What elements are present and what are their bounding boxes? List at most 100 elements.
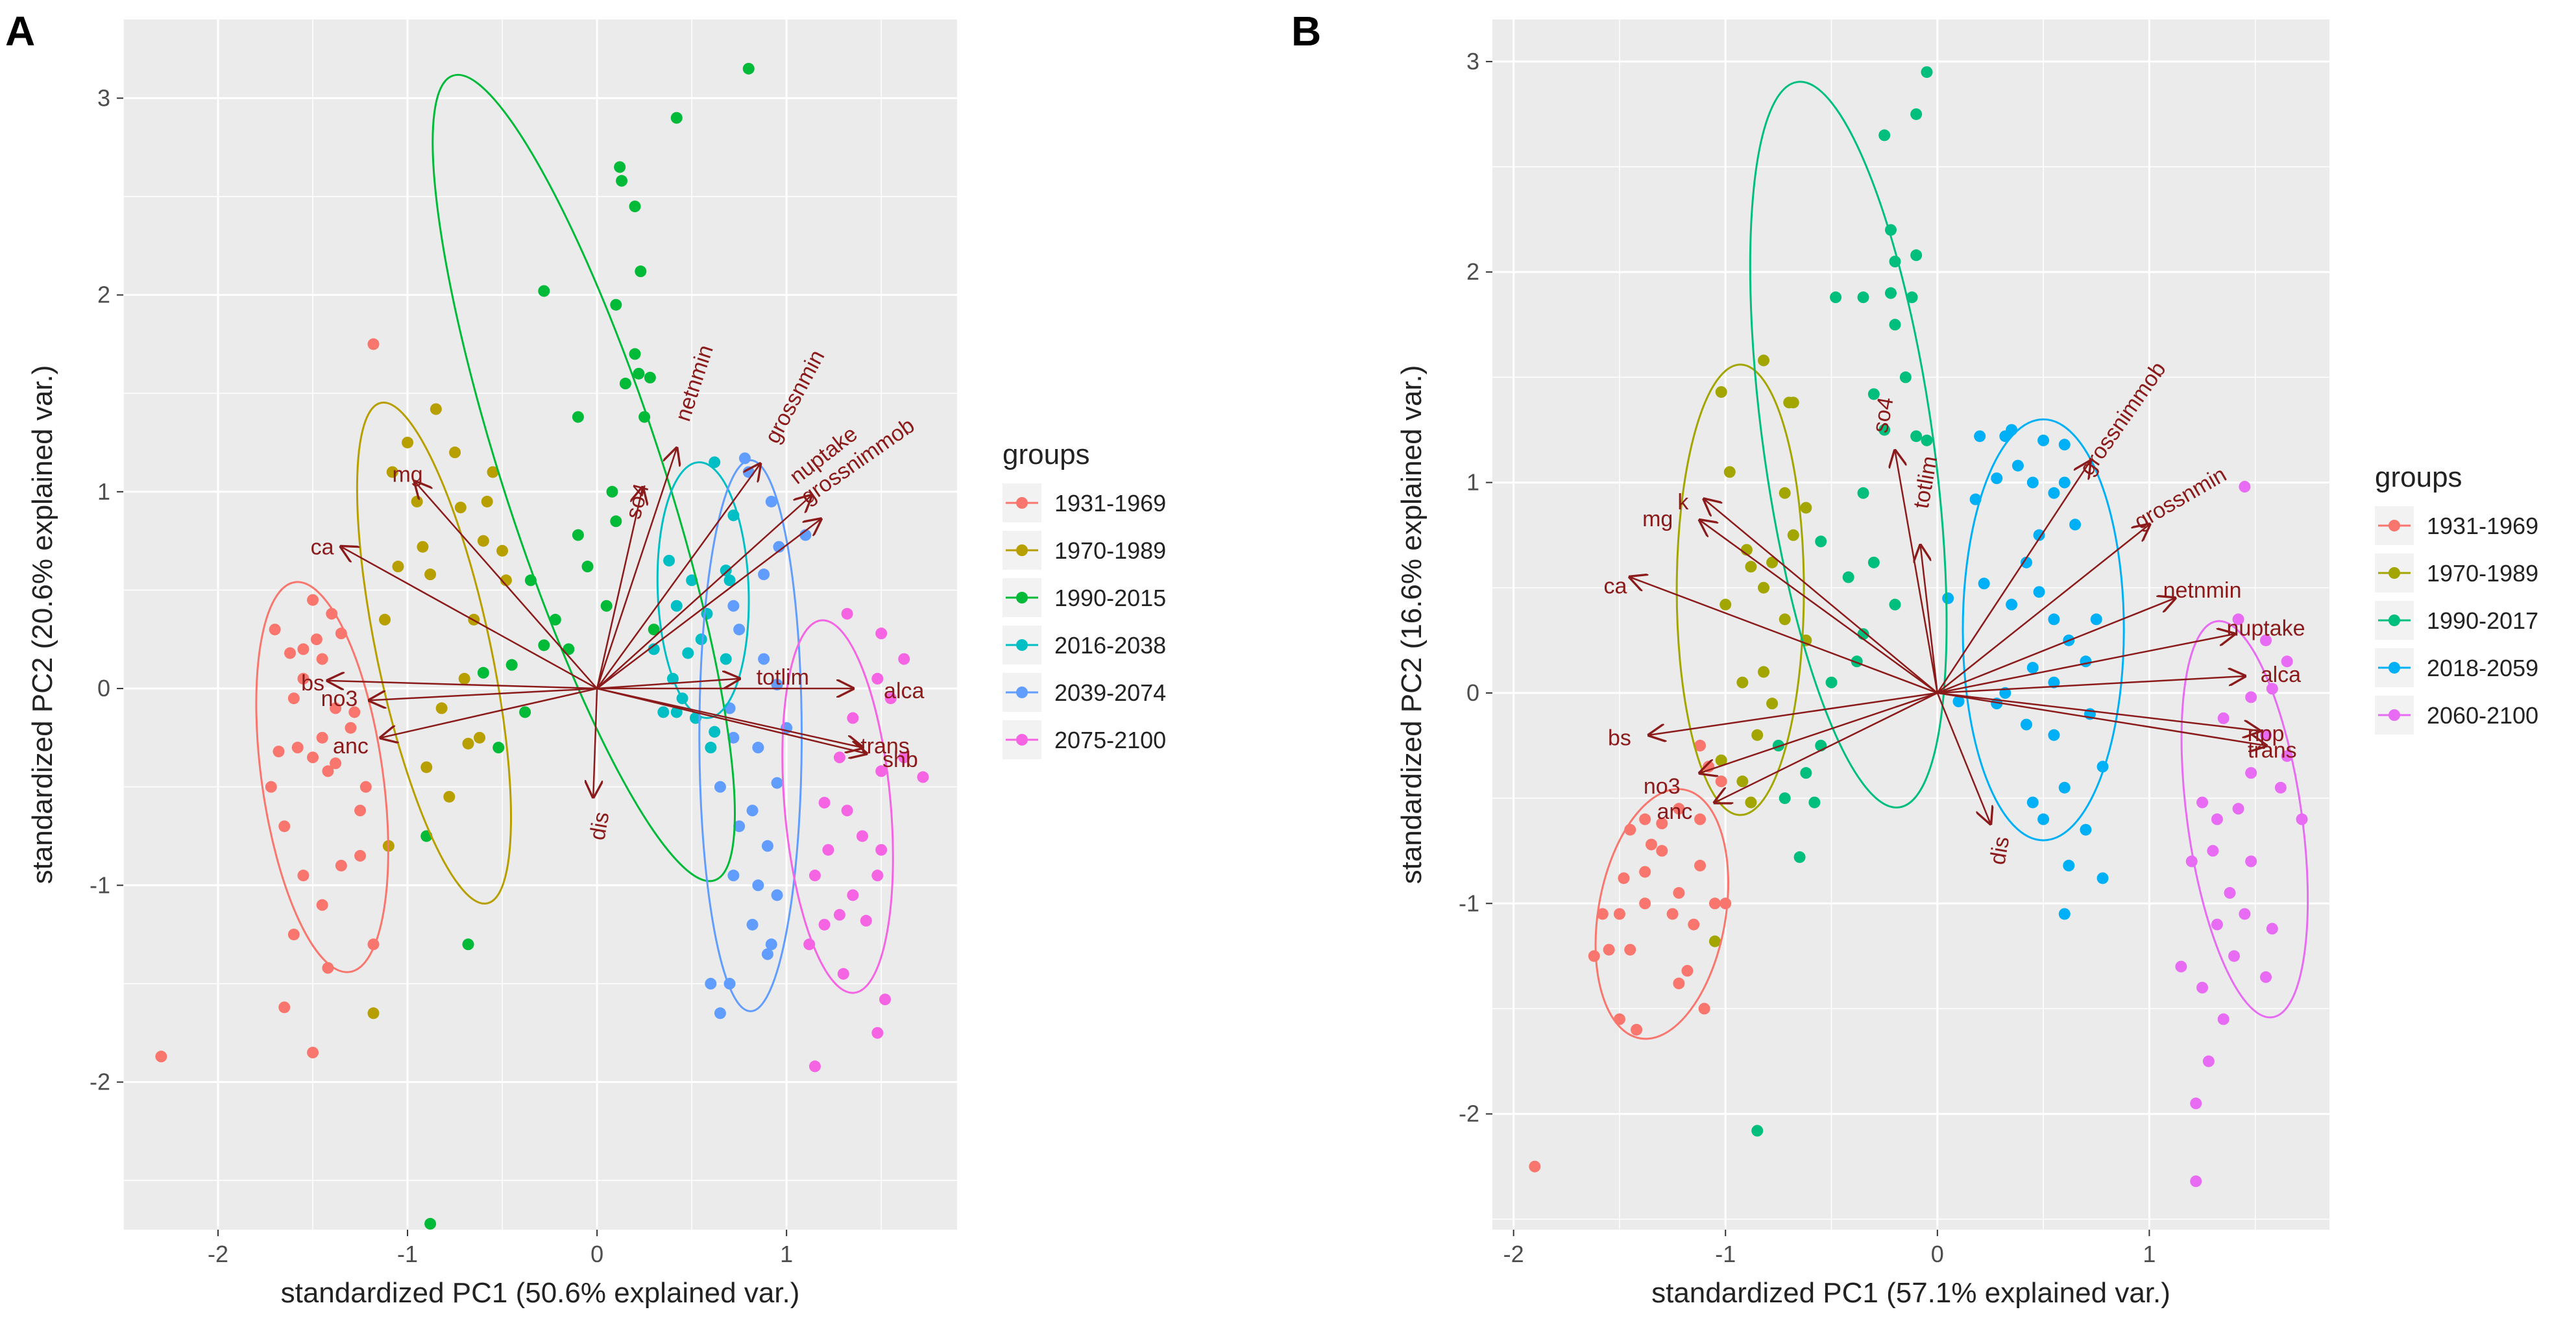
data-point: [1529, 1160, 1541, 1173]
data-point: [1857, 291, 1869, 304]
loading-label: so4: [1868, 395, 1899, 435]
data-point: [619, 378, 631, 390]
data-point: [600, 600, 613, 612]
data-point: [287, 692, 300, 705]
data-point: [833, 751, 845, 764]
x-tick-label: -1: [397, 1241, 418, 1267]
data-point: [629, 201, 641, 213]
data-point: [720, 565, 732, 577]
data-point: [2080, 655, 2092, 668]
data-point: [386, 466, 398, 478]
data-point: [833, 908, 845, 921]
data-point: [379, 613, 391, 626]
data-point: [847, 889, 859, 901]
legend-entry-label: 1970-1989: [1054, 537, 1166, 564]
data-point: [1779, 487, 1791, 499]
data-point: [572, 529, 584, 541]
data-point: [424, 568, 437, 581]
legend-entry-label: 1970-1989: [2427, 560, 2538, 587]
grid: [123, 19, 957, 1230]
data-point: [1758, 666, 1770, 678]
data-point: [538, 285, 550, 297]
data-point: [273, 746, 285, 758]
y-tick-label: 2: [97, 282, 110, 308]
data-point: [1719, 897, 1732, 910]
data-point: [500, 574, 512, 587]
x-tick-label: 1: [2143, 1241, 2156, 1267]
data-point: [487, 466, 499, 478]
loading-arrow: [1705, 500, 1938, 694]
legend: groups 1931-1969 1970-1989 1990-2015 2016-20…: [1002, 439, 1166, 759]
data-point: [818, 796, 831, 809]
data-point: [155, 1051, 167, 1063]
y-tick-label: 3: [1466, 48, 1479, 75]
legend-title: groups: [2375, 461, 2462, 493]
data-point: [822, 844, 834, 856]
data-point: [2232, 803, 2244, 815]
data-point: [367, 1007, 380, 1019]
data-point: [818, 918, 831, 931]
data-point: [1639, 866, 1651, 878]
data-point: [771, 777, 783, 789]
data-point: [424, 1217, 437, 1230]
data-point: [1991, 472, 2003, 485]
y-tick-label: 0: [1466, 679, 1479, 706]
data-point: [1624, 944, 1636, 956]
data-point: [614, 161, 626, 173]
data-point: [265, 781, 277, 793]
data-point: [898, 751, 910, 764]
data-point: [297, 643, 310, 655]
data-point: [808, 1060, 821, 1073]
loading-arrow: [1700, 520, 1938, 694]
loading-label: trans: [2248, 738, 2297, 763]
loading-label: bs: [301, 671, 324, 696]
data-point: [2274, 781, 2287, 794]
loading-arrow: [1937, 634, 2234, 694]
data-point: [1884, 287, 1897, 299]
data-point: [2011, 459, 2024, 472]
data-point: [435, 702, 448, 714]
data-point: [354, 849, 367, 862]
x-tick-label: -2: [208, 1241, 228, 1267]
data-point: [898, 653, 910, 665]
data-point: [2232, 613, 2244, 626]
y-tick-label: -1: [90, 871, 110, 898]
data-point: [765, 938, 777, 951]
data-point: [1830, 291, 1842, 304]
loading-label: mg: [1642, 507, 1673, 531]
data-point: [2020, 718, 2032, 731]
data-point: [2211, 918, 2223, 931]
data-point: [2048, 487, 2060, 499]
data-point: [307, 594, 319, 606]
y-tick-label: 1: [1466, 469, 1479, 496]
data-point: [2245, 767, 2257, 779]
data-point: [2190, 1097, 2202, 1110]
data-point: [709, 725, 721, 738]
data-point: [695, 633, 707, 646]
data-point: [2217, 1013, 2230, 1025]
data-point: [1645, 838, 1657, 851]
legend-entry-label: 1990-2015: [1054, 585, 1166, 611]
data-point: [316, 653, 328, 665]
loading-label: no3: [321, 687, 358, 711]
loading-arrow: [1937, 524, 2150, 694]
data-point: [742, 62, 755, 75]
data-point: [705, 742, 717, 754]
data-point: [856, 830, 868, 842]
data-point: [1736, 676, 1749, 688]
y-tick-label: 3: [97, 84, 110, 111]
data-point: [291, 742, 304, 754]
data-point: [1978, 578, 1990, 590]
loading-label: alca: [2261, 663, 2301, 687]
data-point: [871, 1027, 884, 1039]
group-ellipse: [656, 461, 750, 719]
data-point: [2080, 823, 2092, 836]
data-point: [2006, 424, 2018, 436]
data-point: [2217, 712, 2230, 724]
data-point: [2058, 781, 2071, 794]
data-point: [496, 544, 509, 557]
data-point: [727, 731, 740, 744]
data-point: [345, 722, 357, 734]
data-point: [310, 633, 322, 646]
data-point: [477, 666, 489, 679]
